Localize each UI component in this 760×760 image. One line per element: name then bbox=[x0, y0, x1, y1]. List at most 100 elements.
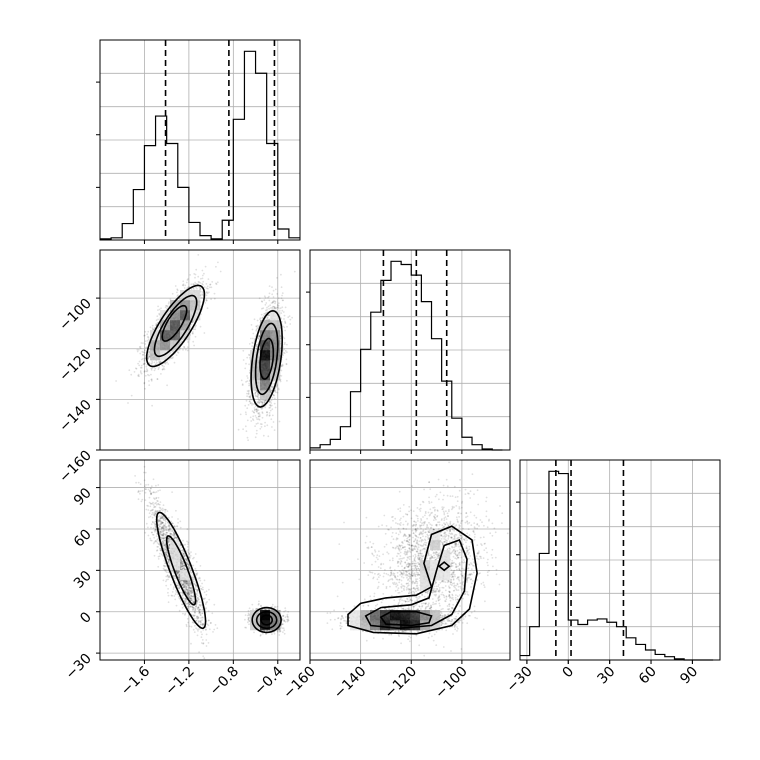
panel-scatter-p1-vs-p0: −160−140−120−100 bbox=[56, 249, 301, 486]
scatter-point bbox=[268, 299, 271, 302]
scatter-point bbox=[192, 287, 195, 290]
scatter-point bbox=[247, 404, 250, 406]
scatter-point bbox=[140, 372, 143, 375]
scatter-point bbox=[271, 414, 274, 417]
scatter-point bbox=[203, 657, 206, 660]
scatter-point bbox=[249, 416, 252, 419]
scatter-point bbox=[280, 312, 283, 314]
scatter-point bbox=[203, 332, 206, 334]
scatter-point bbox=[266, 424, 269, 427]
scatter-point bbox=[148, 338, 150, 341]
scatter-point bbox=[150, 378, 153, 381]
scatter-point bbox=[159, 360, 162, 363]
scatter-point bbox=[152, 478, 155, 481]
scatter-point bbox=[151, 362, 154, 364]
scatter-point bbox=[158, 326, 160, 329]
scatter-point bbox=[188, 625, 191, 628]
scatter-point bbox=[204, 265, 207, 268]
scatter-point bbox=[251, 337, 254, 340]
scatter-point bbox=[244, 404, 247, 407]
scatter-point bbox=[281, 294, 283, 297]
scatter-point bbox=[242, 349, 245, 352]
scatter-point bbox=[266, 411, 268, 414]
scatter-point bbox=[197, 275, 200, 278]
scatter-point bbox=[285, 358, 288, 361]
scatter-point bbox=[273, 397, 276, 400]
scatter-point bbox=[241, 383, 244, 386]
scatter-point bbox=[144, 362, 146, 365]
scatter-point bbox=[167, 302, 170, 305]
scatter-point bbox=[244, 411, 247, 414]
scatter-point bbox=[205, 299, 208, 302]
scatter-point bbox=[199, 585, 202, 587]
scatter-point bbox=[210, 286, 213, 289]
scatter-point bbox=[201, 274, 204, 277]
scatter-point bbox=[255, 416, 258, 419]
scatter-point bbox=[141, 354, 144, 356]
scatter-point bbox=[263, 299, 266, 301]
scatter-point bbox=[167, 578, 170, 581]
scatter-point bbox=[144, 357, 147, 359]
scatter-point bbox=[256, 345, 258, 348]
scatter-point bbox=[246, 436, 249, 439]
scatter-point bbox=[148, 384, 151, 386]
scatter-point bbox=[270, 418, 273, 421]
y-tick-label: −120 bbox=[56, 346, 95, 385]
scatter-point bbox=[173, 361, 176, 364]
scatter-point bbox=[157, 309, 159, 311]
scatter-point bbox=[192, 283, 195, 285]
scatter-point bbox=[246, 356, 249, 359]
scatter-point bbox=[115, 380, 117, 382]
scatter-point bbox=[199, 565, 202, 567]
scatter-point bbox=[255, 429, 258, 432]
scatter-point bbox=[210, 298, 213, 301]
scatter-point bbox=[133, 371, 136, 373]
scatter-point bbox=[282, 352, 285, 354]
scatter-point bbox=[274, 391, 277, 394]
scatter-point bbox=[183, 287, 186, 289]
scatter-point bbox=[151, 324, 154, 327]
scatter-point bbox=[160, 307, 162, 310]
scatter-point bbox=[141, 498, 144, 501]
scatter-point bbox=[276, 277, 278, 279]
scatter-point bbox=[257, 396, 260, 399]
scatter-point bbox=[158, 361, 161, 364]
scatter-point bbox=[257, 409, 260, 411]
scatter-point bbox=[263, 401, 266, 403]
scatter-point bbox=[186, 346, 189, 348]
scatter-point bbox=[128, 369, 131, 372]
scatter-point bbox=[140, 366, 143, 369]
scatter-point bbox=[277, 302, 280, 305]
scatter-point bbox=[259, 318, 261, 321]
scatter-point bbox=[144, 334, 146, 337]
scatter-point bbox=[283, 343, 286, 346]
scatter-point bbox=[271, 293, 274, 296]
scatter-point bbox=[187, 551, 190, 554]
scatter-point bbox=[248, 389, 250, 392]
scatter-point bbox=[201, 277, 204, 280]
scatter-point bbox=[199, 287, 202, 290]
scatter-point bbox=[160, 373, 162, 375]
scatter-point bbox=[147, 358, 150, 360]
scatter-point bbox=[186, 540, 189, 543]
scatter-point bbox=[201, 291, 204, 293]
scatter-point bbox=[162, 504, 165, 507]
scatter-point bbox=[284, 322, 287, 324]
scatter-point bbox=[193, 344, 196, 347]
scatter-point bbox=[147, 336, 150, 339]
scatter-point bbox=[138, 346, 141, 349]
scatter-point bbox=[277, 388, 280, 391]
scatter-point bbox=[257, 397, 260, 400]
scatter-point bbox=[215, 283, 218, 286]
scatter-point bbox=[250, 337, 252, 340]
scatter-point bbox=[153, 361, 156, 364]
scatter-point bbox=[199, 282, 202, 284]
scatter-point bbox=[280, 297, 283, 300]
scatter-point bbox=[258, 399, 260, 402]
scatter-point bbox=[273, 429, 276, 431]
scatter-point bbox=[194, 276, 196, 279]
scatter-point bbox=[203, 272, 205, 275]
scatter-point bbox=[139, 347, 142, 350]
density-cell bbox=[270, 330, 281, 341]
scatter-point bbox=[215, 282, 217, 285]
